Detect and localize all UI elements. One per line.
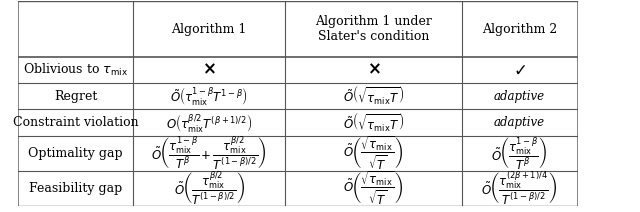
Text: adaptive: adaptive [493,116,545,129]
Text: Feasibility gap: Feasibility gap [29,182,122,195]
Text: $\checkmark$: $\checkmark$ [513,61,525,79]
Text: Regret: Regret [54,89,97,103]
Text: Algorithm 1: Algorithm 1 [172,23,247,36]
Text: $\tilde{O}\left(\dfrac{\tau_{\mathrm{mix}}^{\beta/2}}{T^{(1-\beta)/2}}\right)$: $\tilde{O}\left(\dfrac{\tau_{\mathrm{mix… [173,169,244,207]
Text: $\boldsymbol{\times}$: $\boldsymbol{\times}$ [367,61,380,79]
Text: Oblivious to $\tau_{\mathrm{mix}}$: Oblivious to $\tau_{\mathrm{mix}}$ [23,62,128,78]
Text: $\tilde{O}\left(\dfrac{\tau_{\mathrm{mix}}^{1-\beta}}{T^{\beta}}\right)$: $\tilde{O}\left(\dfrac{\tau_{\mathrm{mix… [491,135,547,172]
Text: $\tilde{O}\left(\sqrt{\tau_{\mathrm{mix}}T}\right)$: $\tilde{O}\left(\sqrt{\tau_{\mathrm{mix}… [343,85,404,107]
Text: $\tilde{O}\left(\dfrac{\tau_{\mathrm{mix}}^{(2\beta+1)/4}}{T^{(1-\beta)/2}}\righ: $\tilde{O}\left(\dfrac{\tau_{\mathrm{mix… [481,170,557,207]
Text: Constraint violation: Constraint violation [13,116,138,129]
Text: $O\left(\tau_{\mathrm{mix}}^{\beta/2}T^{(\beta+1)/2}\right)$: $O\left(\tau_{\mathrm{mix}}^{\beta/2}T^{… [166,112,252,134]
Text: $\tilde{O}\left(\dfrac{\sqrt{\tau_{\mathrm{mix}}}}{\sqrt{T}}\right)$: $\tilde{O}\left(\dfrac{\sqrt{\tau_{\math… [343,170,404,207]
Text: $\tilde{O}\left(\sqrt{\tau_{\mathrm{mix}}T}\right)$: $\tilde{O}\left(\sqrt{\tau_{\mathrm{mix}… [343,112,404,134]
Text: $\tilde{O}\left(\dfrac{\sqrt{\tau_{\mathrm{mix}}}}{\sqrt{T}}\right)$: $\tilde{O}\left(\dfrac{\sqrt{\tau_{\math… [343,135,404,172]
Text: Optimality gap: Optimality gap [28,147,123,160]
Text: Algorithm 2: Algorithm 2 [481,23,557,36]
Text: Algorithm 1 under
Slater's condition: Algorithm 1 under Slater's condition [315,15,432,43]
Text: $\boldsymbol{\times}$: $\boldsymbol{\times}$ [202,61,216,79]
Text: $\tilde{O}\left(\dfrac{\tau_{\mathrm{mix}}^{1-\beta}}{T^{\beta}}+\dfrac{\tau_{\m: $\tilde{O}\left(\dfrac{\tau_{\mathrm{mix… [151,135,267,172]
Text: adaptive: adaptive [493,89,545,103]
Text: $\tilde{O}\left(\tau_{\mathrm{mix}}^{1-\beta}T^{1-\beta}\right)$: $\tilde{O}\left(\tau_{\mathrm{mix}}^{1-\… [170,85,248,107]
